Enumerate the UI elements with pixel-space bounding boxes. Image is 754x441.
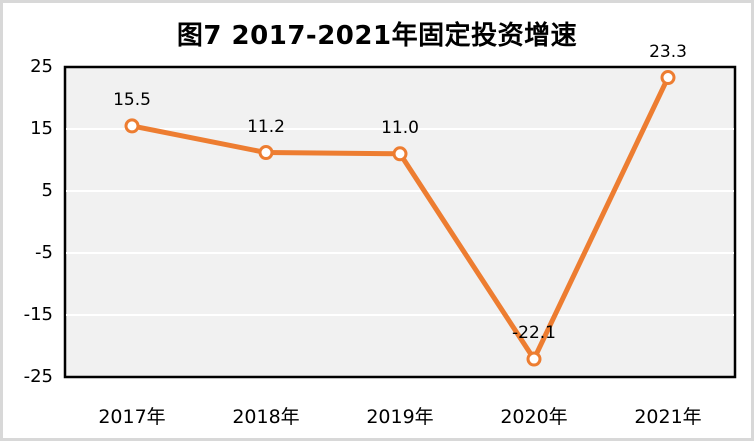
x-axis-category-label: 2018年 [232, 406, 300, 428]
data-point-label: -22.1 [512, 323, 556, 344]
y-axis-tick-label: 25 [30, 56, 53, 77]
plot-area [63, 65, 737, 379]
y-axis-tick-label: -15 [23, 304, 53, 325]
y-axis-tick-label: 5 [41, 180, 53, 201]
data-marker [258, 145, 274, 161]
data-point-label: 11.0 [381, 117, 419, 138]
data-point-label: 15.5 [113, 89, 151, 110]
data-point-label: 11.2 [247, 116, 285, 137]
x-axis-category-label: 2020年 [500, 406, 568, 428]
y-axis-tick-label: -5 [35, 242, 53, 263]
data-marker [526, 351, 542, 367]
data-point-label: 23.3 [649, 41, 687, 62]
x-axis-category-label: 2017年 [98, 406, 166, 428]
data-marker [392, 146, 408, 162]
data-marker [124, 118, 140, 134]
chart-title: 图7 2017-2021年固定投资增速 [176, 21, 578, 51]
x-axis-category-label: 2021年 [634, 406, 702, 428]
y-axis-tick-label: 15 [30, 118, 53, 139]
y-axis-tick-label: -25 [23, 366, 53, 387]
data-marker [660, 70, 676, 86]
plot-background [63, 65, 737, 379]
x-axis-category-label: 2019年 [366, 406, 434, 428]
